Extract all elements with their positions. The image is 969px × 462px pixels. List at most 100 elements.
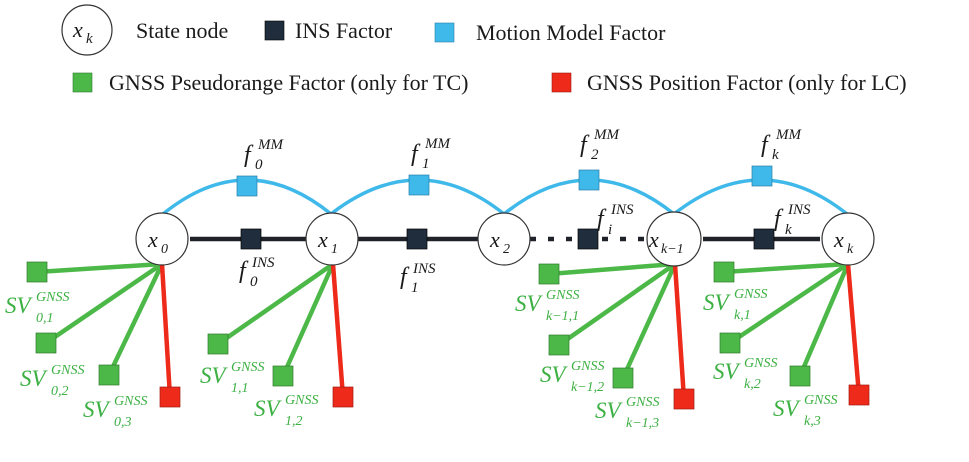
label-base: SV bbox=[515, 291, 544, 316]
pseudorange-edge bbox=[36, 261, 163, 275]
label-base: SV bbox=[5, 293, 34, 318]
position-edge bbox=[330, 263, 346, 398]
sv-label: SV 1,1 GNSS bbox=[200, 360, 264, 396]
node-base: x bbox=[489, 227, 500, 252]
legend-ins-factor: INS Factor bbox=[264, 18, 393, 43]
state-node-circle bbox=[477, 212, 531, 266]
mm-factor-node bbox=[751, 165, 773, 187]
pseudorange-factor-node bbox=[207, 333, 229, 355]
sv-label: SV k,3 GNSS bbox=[773, 393, 837, 429]
sv-labels: SV 0,1 GNSS SV 0,2 GNSS SV 0,3 GNSS SV 1… bbox=[5, 287, 837, 431]
label-sup: GNSS bbox=[571, 359, 604, 374]
label-sup: MM bbox=[257, 137, 284, 153]
ins-label: f 1 INS bbox=[400, 261, 436, 296]
label-base: SV bbox=[83, 397, 112, 422]
label-sup: GNSS bbox=[36, 290, 69, 305]
pseudorange-factor-node bbox=[713, 261, 735, 283]
label-sub: i bbox=[608, 222, 612, 238]
node-sub: 1 bbox=[331, 242, 338, 257]
sv-label: SV k−1,2 GNSS bbox=[540, 359, 604, 395]
legend-pseudorange-factor: GNSS Pseudorange Factor (only for TC) bbox=[72, 70, 469, 95]
pseudorange-factor-node bbox=[98, 364, 120, 386]
pseudorange-factor-node bbox=[548, 334, 570, 356]
legend: x k State node INS Factor Motion Model F… bbox=[61, 4, 907, 95]
ins-factor-node bbox=[753, 228, 775, 250]
position-edge bbox=[845, 263, 862, 396]
mm-factor-swatch bbox=[434, 22, 455, 43]
label-sup: GNSS bbox=[734, 287, 767, 302]
legend-mm-factor: Motion Model Factor bbox=[434, 20, 666, 45]
label-sup: GNSS bbox=[231, 360, 264, 375]
state-node-circle bbox=[646, 211, 702, 267]
legend-state-node: x k State node bbox=[61, 4, 228, 56]
mm-label: f 1 MM bbox=[411, 136, 451, 172]
label-sub: k,2 bbox=[744, 377, 761, 392]
position-factor-node bbox=[159, 386, 181, 408]
state-nodes: x 0 x 1 x 2 x k−1 x k bbox=[135, 211, 875, 267]
sv-label: SV k−1,1 GNSS bbox=[515, 288, 579, 324]
sv-label: SV k,2 GNSS bbox=[713, 356, 777, 392]
label-base: f bbox=[597, 206, 607, 232]
node-base: x bbox=[317, 227, 328, 252]
pseudorange-factor-node bbox=[719, 332, 741, 354]
state-node-x1: x 1 bbox=[305, 212, 359, 266]
label-base: SV bbox=[200, 363, 229, 388]
mm-factor-node bbox=[578, 169, 600, 191]
label-sub: k bbox=[772, 147, 779, 163]
label-sup: MM bbox=[593, 127, 620, 143]
label-sub: 1,1 bbox=[231, 381, 249, 396]
label-sup: GNSS bbox=[804, 393, 837, 408]
mm-arcs bbox=[161, 178, 849, 216]
label-sup: MM bbox=[424, 136, 451, 152]
label-sub: 1 bbox=[422, 156, 430, 172]
legend-mm-label: Motion Model Factor bbox=[476, 20, 666, 45]
label-sup: MM bbox=[775, 127, 802, 143]
label-sub: 1,2 bbox=[285, 414, 303, 429]
sv-label: SV 0,1 GNSS bbox=[5, 290, 69, 326]
state-node-xk: x k bbox=[821, 212, 875, 266]
label-sub: 0 bbox=[250, 274, 258, 290]
label-sub: 2 bbox=[591, 147, 599, 163]
label-base: f bbox=[761, 132, 771, 158]
label-base: f bbox=[580, 132, 590, 158]
node-base: x bbox=[648, 227, 659, 252]
label-sup: GNSS bbox=[546, 288, 579, 303]
position-factor-swatch bbox=[551, 72, 572, 93]
legend-position-label: GNSS Position Factor (only for LC) bbox=[587, 70, 907, 95]
gnss-edges bbox=[36, 261, 862, 400]
position-edge bbox=[159, 263, 173, 398]
label-base: SV bbox=[540, 362, 569, 387]
ins-labels: f 0 INS f 1 INS f i INS f k INS bbox=[239, 202, 811, 296]
ins-factor-node bbox=[406, 228, 428, 250]
label-sub: k−1,1 bbox=[546, 309, 579, 324]
ins-factor-node bbox=[577, 228, 599, 250]
state-node-circle bbox=[305, 212, 359, 266]
legend-ins-label: INS Factor bbox=[295, 18, 393, 43]
pseudorange-edge bbox=[797, 263, 851, 377]
ins-factor-swatch bbox=[264, 20, 285, 41]
node-sub: 2 bbox=[503, 242, 510, 257]
mm-factor-node bbox=[236, 175, 258, 197]
mm-label: f k MM bbox=[761, 127, 802, 163]
state-node-circle bbox=[135, 212, 189, 266]
label-sup: INS bbox=[251, 255, 275, 271]
sv-label: SV k−1,3 GNSS bbox=[595, 395, 659, 431]
legend-node-sub: k bbox=[86, 31, 93, 47]
position-factor-node bbox=[673, 388, 695, 410]
position-factor-node bbox=[332, 386, 354, 408]
label-sup: INS bbox=[787, 202, 811, 218]
label-sup: GNSS bbox=[51, 363, 84, 378]
mm-label: f 2 MM bbox=[580, 127, 620, 163]
node-base: x bbox=[147, 227, 158, 252]
pseudorange-edge bbox=[280, 263, 336, 377]
label-sub: 1 bbox=[411, 280, 419, 296]
node-sub: k−1 bbox=[661, 242, 684, 257]
label-sup: INS bbox=[412, 261, 436, 277]
state-node-x2: x 2 bbox=[477, 212, 531, 266]
label-sup: GNSS bbox=[744, 356, 777, 371]
label-base: SV bbox=[713, 359, 742, 384]
state-node-xk-1: x k−1 bbox=[646, 211, 702, 267]
label-base: SV bbox=[595, 398, 624, 423]
pseudorange-factor-node bbox=[538, 263, 560, 285]
